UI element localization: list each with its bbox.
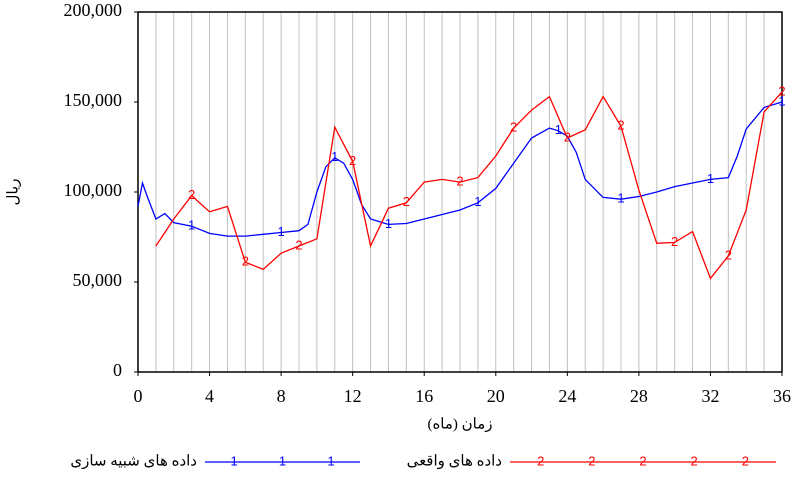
y-tick-label: 100,000 <box>64 180 123 200</box>
y-tick-label: 150,000 <box>64 90 123 110</box>
y-tick-label: 200,000 <box>64 0 123 20</box>
series-marker: 1 <box>331 149 338 164</box>
series-marker: 2 <box>617 118 624 133</box>
x-tick-label: 16 <box>415 386 433 406</box>
x-tick-label: 0 <box>134 386 143 406</box>
legend-marker: 2 <box>537 453 544 468</box>
legend-marker: 2 <box>691 453 698 468</box>
series-marker: 1 <box>778 93 785 108</box>
series-marker: 2 <box>671 234 678 249</box>
x-axis-title: زمان (ماه) <box>427 416 492 432</box>
x-tick-label: 28 <box>630 386 648 406</box>
series-marker: 2 <box>725 247 732 262</box>
legend-marker: 1 <box>230 453 237 468</box>
legend-marker: 2 <box>588 453 595 468</box>
series-marker: 1 <box>188 218 195 233</box>
series-marker: 1 <box>555 122 562 137</box>
series-marker: 1 <box>707 171 714 186</box>
series-marker: 2 <box>242 254 249 269</box>
y-axis-title: ریال <box>5 179 21 206</box>
series-line <box>137 101 783 237</box>
series-marker: 1 <box>277 224 284 239</box>
legend-marker: 1 <box>279 453 286 468</box>
x-tick-label: 32 <box>701 386 719 406</box>
series-marker: 2 <box>349 153 356 168</box>
legend-label: داده های واقعی <box>407 453 502 469</box>
legend-marker: 1 <box>327 453 334 468</box>
legend-marker: 2 <box>639 453 646 468</box>
x-tick-label: 4 <box>205 386 214 406</box>
series-marker: 2 <box>295 237 302 252</box>
x-tick-label: 8 <box>277 386 286 406</box>
series-marker: 2 <box>188 187 195 202</box>
series-marker: 1 <box>474 194 481 209</box>
x-tick-label: 12 <box>344 386 362 406</box>
series-marker: 1 <box>617 191 624 206</box>
y-tick-label: 50,000 <box>73 270 123 290</box>
series-marker: 2 <box>403 194 410 209</box>
y-tick-label: 0 <box>113 360 122 380</box>
x-tick-label: 20 <box>487 386 505 406</box>
x-tick-label: 24 <box>558 386 576 406</box>
x-tick-label: 36 <box>773 386 791 406</box>
legend-label: داده های شبیه سازی <box>70 453 197 469</box>
legend-marker: 2 <box>742 453 749 468</box>
series-marker: 2 <box>564 129 571 144</box>
series-marker: 1 <box>385 216 392 231</box>
series-marker: 2 <box>778 84 785 99</box>
series-marker: 2 <box>456 174 463 189</box>
series-line <box>155 91 783 280</box>
series-marker: 2 <box>510 120 517 135</box>
